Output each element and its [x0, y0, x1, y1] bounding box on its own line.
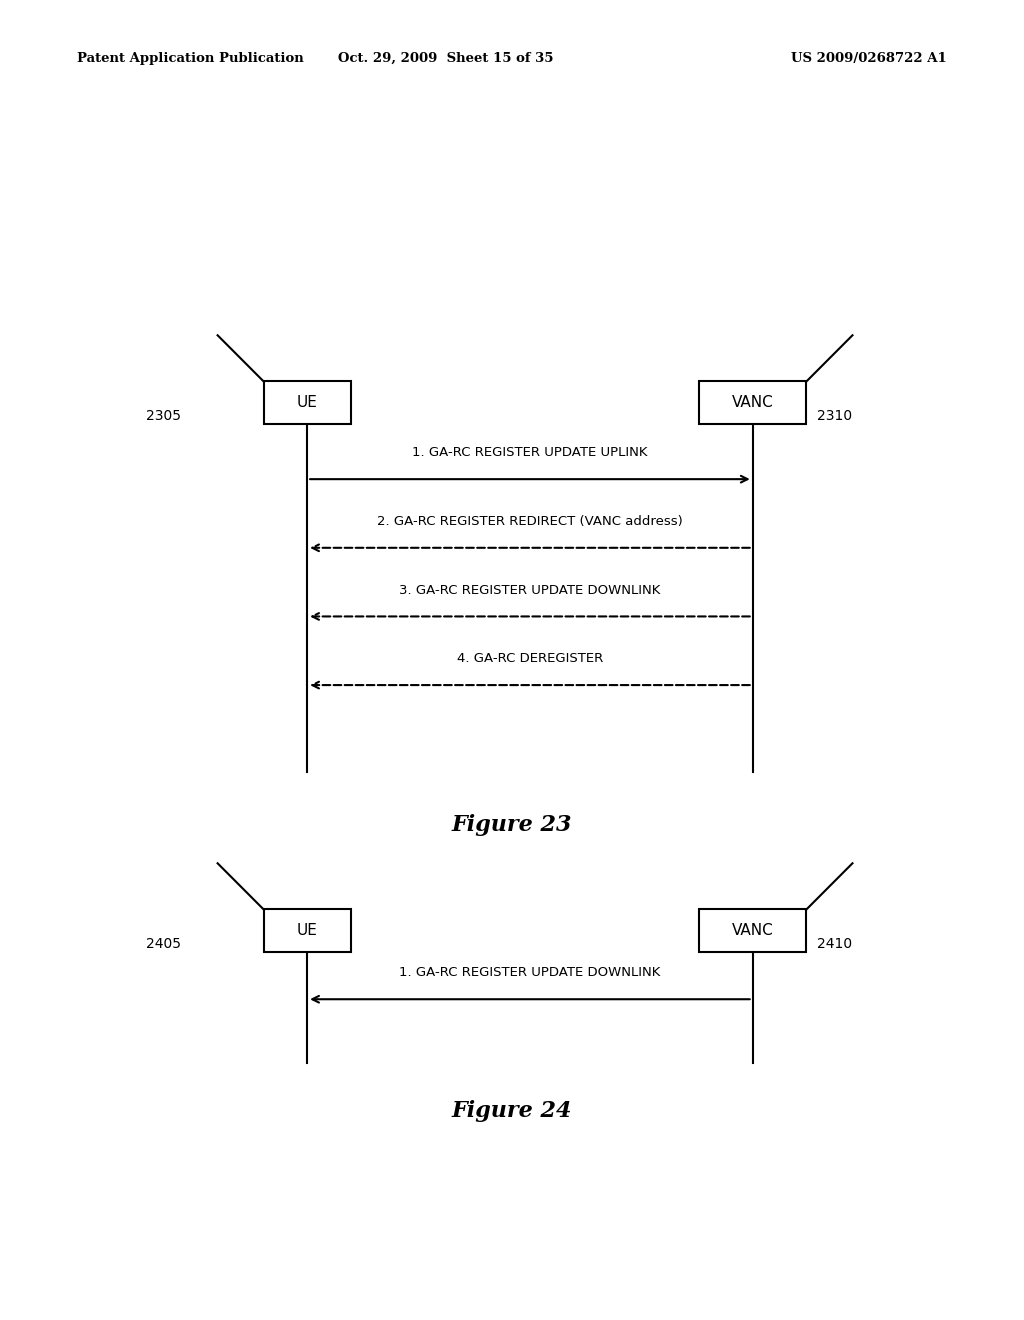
Text: UE: UE: [297, 923, 317, 939]
Text: 2. GA-RC REGISTER REDIRECT (VANC address): 2. GA-RC REGISTER REDIRECT (VANC address…: [377, 515, 683, 528]
Text: Figure 24: Figure 24: [452, 1101, 572, 1122]
Text: 2305: 2305: [146, 409, 181, 422]
Text: 2405: 2405: [146, 937, 181, 950]
Bar: [698, 909, 807, 952]
Text: Patent Application Publication: Patent Application Publication: [77, 51, 303, 65]
Text: 2310: 2310: [817, 409, 852, 422]
Text: US 2009/0268722 A1: US 2009/0268722 A1: [792, 51, 947, 65]
Text: Oct. 29, 2009  Sheet 15 of 35: Oct. 29, 2009 Sheet 15 of 35: [338, 51, 553, 65]
Text: 1. GA-RC REGISTER UPDATE UPLINK: 1. GA-RC REGISTER UPDATE UPLINK: [413, 446, 647, 459]
Text: VANC: VANC: [732, 923, 773, 939]
Text: UE: UE: [297, 395, 317, 411]
Text: 3. GA-RC REGISTER UPDATE DOWNLINK: 3. GA-RC REGISTER UPDATE DOWNLINK: [399, 583, 660, 597]
Text: 2410: 2410: [817, 937, 852, 950]
Text: Figure 23: Figure 23: [452, 814, 572, 836]
Text: VANC: VANC: [732, 395, 773, 411]
Text: 4. GA-RC DEREGISTER: 4. GA-RC DEREGISTER: [457, 652, 603, 665]
Text: 1. GA-RC REGISTER UPDATE DOWNLINK: 1. GA-RC REGISTER UPDATE DOWNLINK: [399, 966, 660, 979]
Bar: [698, 381, 807, 424]
Bar: [264, 381, 350, 424]
Bar: [264, 909, 350, 952]
